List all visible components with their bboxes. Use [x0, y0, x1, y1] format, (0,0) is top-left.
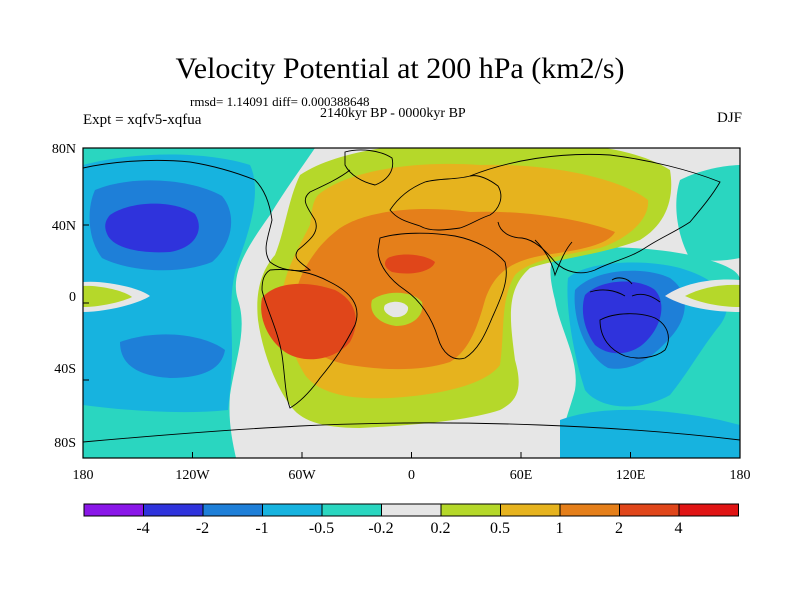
colorbar-label: -1: [255, 520, 268, 537]
colorbar-label: -0.2: [368, 520, 393, 537]
colorbar-box: [619, 503, 680, 517]
lon-label-180w: 180: [73, 468, 94, 483]
lon-label-60e: 60E: [510, 468, 533, 483]
contour-pos-east-edge-inner: [685, 284, 740, 307]
contour-zero-central: [383, 301, 409, 318]
coast-south-america: [261, 269, 358, 409]
colorbar-box: [559, 503, 620, 517]
colorbar-box: [321, 503, 382, 517]
lon-label-180e: 180: [730, 468, 751, 483]
coast-australia: [599, 313, 669, 359]
lat-label-eq: 0: [69, 290, 76, 305]
colorbar: -4 -2 -1 -0.5 -0.2 0.2 0.5 1 2 4: [83, 503, 739, 537]
contour-pos-max-west: [261, 283, 356, 360]
coast-north-america: [83, 159, 351, 272]
contour-teal-east-north: [676, 165, 740, 261]
contour-pos-west-edge-inner: [83, 285, 132, 307]
colorbar-label: 2: [615, 520, 623, 537]
coast-africa: [377, 232, 507, 360]
colorbar-label: 4: [675, 520, 683, 537]
colorbar-label: 0.5: [490, 520, 510, 537]
colorbar-box: [500, 503, 561, 517]
colorbar-box: [202, 503, 263, 517]
coast-india: [534, 239, 573, 277]
lat-label-40s: 40S: [54, 362, 76, 377]
colorbar-label: -0.5: [309, 520, 334, 537]
period-label: 2140kyr BP - 0000kyr BP: [320, 106, 466, 121]
lon-label-120w: 120W: [175, 468, 210, 483]
contour-lightblue-east-lower: [560, 409, 740, 458]
contour-pos-high: [294, 209, 615, 370]
lon-label-120e: 120E: [616, 468, 646, 483]
coast-greenland: [344, 149, 394, 186]
contour-pos-max-north: [384, 254, 435, 274]
colorbar-label: 0.2: [431, 520, 451, 537]
lat-label-80s: 80S: [54, 436, 76, 451]
rmsd-diff-stats: rmsd= 1.14091 diff= 0.000388648: [190, 94, 370, 109]
coast-asia: [469, 153, 721, 274]
coast-maritime: [589, 277, 661, 303]
colorbar-box: [678, 503, 739, 517]
coastlines: [83, 149, 740, 443]
colorbar-box: [440, 503, 501, 517]
lon-label-0: 0: [408, 468, 415, 483]
season-label: DJF: [716, 110, 742, 126]
colorbar-boxes: [83, 503, 739, 517]
contour-blue-west-south: [120, 334, 225, 378]
colorbar-box: [381, 503, 442, 517]
page-title: Velocity Potential at 200 hPa (km2/s): [175, 52, 625, 85]
colorbar-label: -4: [136, 520, 149, 537]
colorbar-box: [262, 503, 323, 517]
contour-deepblue-west: [105, 203, 199, 253]
lat-label-40n: 40N: [52, 219, 76, 234]
colorbar-labels: -4 -2 -1 -0.5 -0.2 0.2 0.5 1 2 4: [136, 520, 682, 537]
colorbar-box: [83, 503, 144, 517]
colorbar-label: 1: [556, 520, 564, 537]
colorbar-box: [143, 503, 204, 517]
axis-ticks: [82, 147, 741, 459]
lon-label-60w: 60W: [288, 468, 316, 483]
contour-field: [83, 148, 740, 458]
experiment-label: Expt = xqfv5-xqfua: [83, 112, 202, 128]
colorbar-label: -2: [196, 520, 209, 537]
coast-europe: [389, 175, 502, 231]
coast-antarctica: [83, 422, 740, 443]
lat-label-80n: 80N: [52, 142, 76, 157]
